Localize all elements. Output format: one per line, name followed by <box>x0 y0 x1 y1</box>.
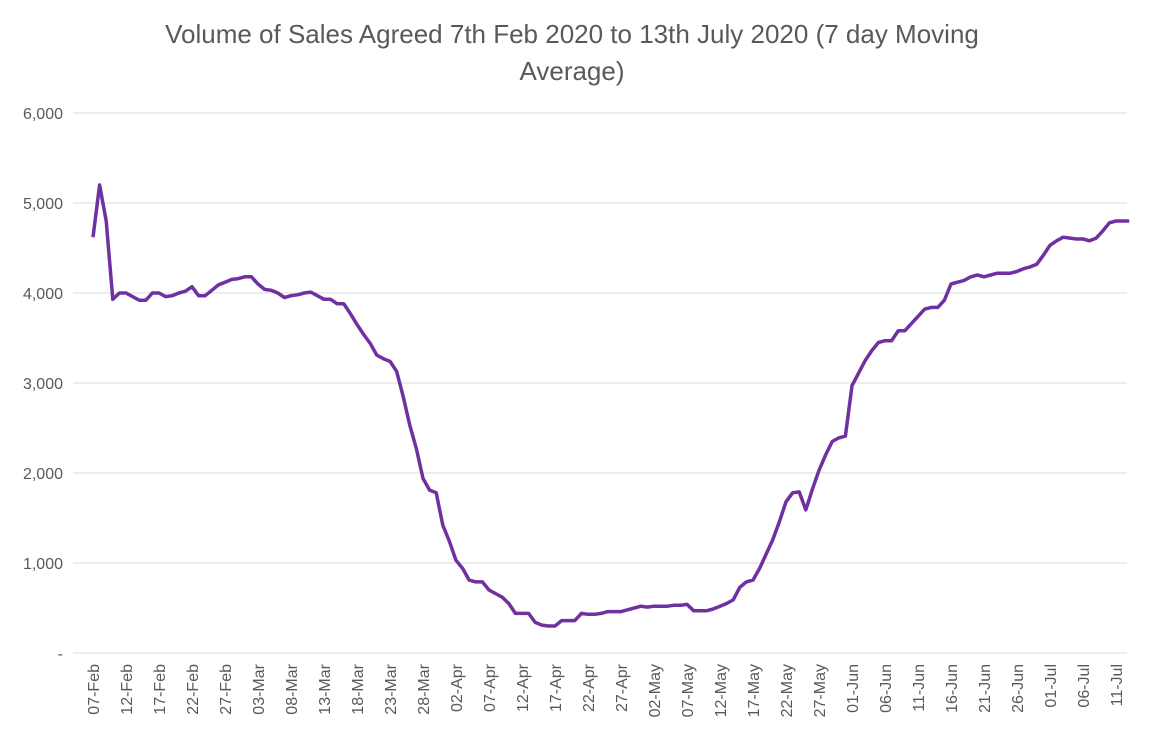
x-tick-label: 01-Jun <box>845 664 862 713</box>
x-tick-label: 28-Mar <box>416 663 433 714</box>
x-tick-label: 21-Jun <box>977 664 994 713</box>
data-line <box>91 183 1130 628</box>
x-tick-label: 27-Feb <box>218 664 235 715</box>
x-tick-label: 23-Mar <box>383 663 400 714</box>
y-tick-label: 2,000 <box>23 466 63 483</box>
x-tick-label: 06-Jun <box>878 664 895 713</box>
x-tick-label: 07-May <box>680 664 697 717</box>
x-tick-label: 11-Jul <box>1109 664 1126 706</box>
x-tick-label: 22-Feb <box>185 664 202 715</box>
y-tick-label: 4,000 <box>23 286 63 303</box>
x-tick-label: 01-Jul <box>1043 664 1060 708</box>
x-tick-label: 12-Apr <box>515 663 532 712</box>
x-tick-label: 18-Mar <box>350 663 367 714</box>
x-tick-label: 27-May <box>812 664 829 717</box>
x-tick-label: 26-Jun <box>1010 664 1027 713</box>
y-tick-label: 6,000 <box>23 106 63 123</box>
x-tick-label: 03-Mar <box>251 663 268 714</box>
chart-title: Volume of Sales Agreed 7th Feb 2020 to 1… <box>165 19 979 86</box>
x-tick-label: 27-Apr <box>614 663 631 712</box>
x-tick-label: 06-Jul <box>1076 664 1093 708</box>
y-tick-label: 1,000 <box>23 556 63 573</box>
y-tick-label: 3,000 <box>23 376 63 393</box>
x-tick-label: 07-Feb <box>86 664 103 715</box>
x-tick-label: 02-Apr <box>449 663 466 712</box>
x-tick-label: 22-May <box>779 664 796 717</box>
x-tick-label: 17-May <box>746 664 763 717</box>
x-tick-label: 17-Apr <box>548 663 565 712</box>
x-tick-label: 13-Mar <box>317 663 334 714</box>
x-tick-label: 12-Feb <box>119 664 136 715</box>
x-tick-label: 11-Jun <box>911 664 928 712</box>
y-tick-label: 5,000 <box>23 196 63 213</box>
x-tick-label: 07-Apr <box>482 663 499 712</box>
y-tick-label: - <box>58 646 63 663</box>
x-tick-label: 17-Feb <box>152 664 169 715</box>
x-tick-label: 16-Jun <box>944 664 961 713</box>
x-tick-label: 08-Mar <box>284 663 301 714</box>
x-tick-label: 22-Apr <box>581 663 598 712</box>
x-tick-label: 02-May <box>647 664 664 717</box>
x-tick-label: 12-May <box>713 664 730 717</box>
